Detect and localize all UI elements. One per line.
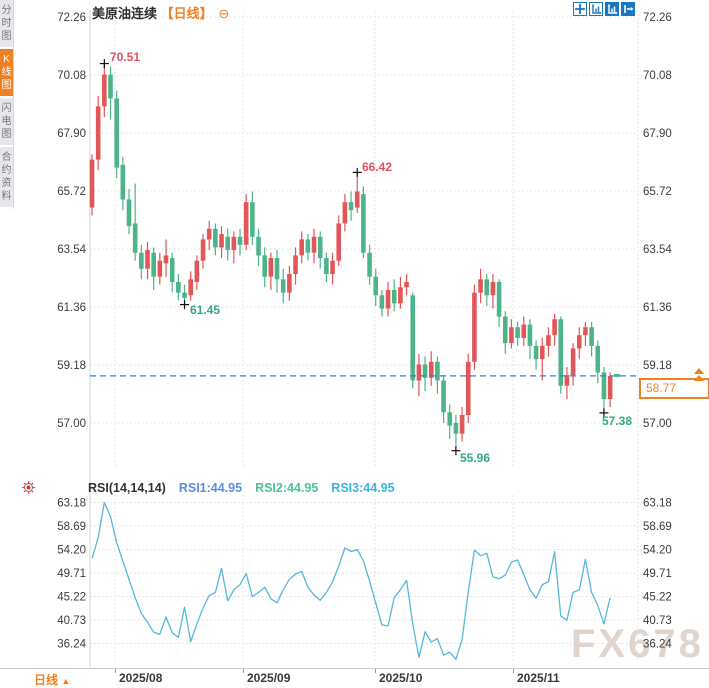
rsi-axis-label: 54.20	[57, 545, 86, 557]
period-selector[interactable]: 日线 ▲	[34, 671, 70, 688]
x-axis-label: 2025/11	[517, 671, 560, 685]
chevron-up-icon: ▲	[61, 676, 71, 686]
rsi-indicator-header: RSI(14,14,14) RSI1:44.95 RSI2:44.95 RSI3…	[88, 481, 395, 495]
rsi-axis-label: 36.24	[643, 639, 672, 651]
collapse-panel-icon[interactable]: ⊖	[218, 6, 230, 21]
price-axis-label: 59.18	[57, 360, 86, 372]
pan-icon[interactable]	[573, 2, 587, 16]
sidebar-item-contract-info[interactable]: 合约资料	[0, 147, 13, 207]
price-axis-label: 67.90	[643, 128, 672, 140]
period-tag: 【日线】	[160, 6, 213, 21]
annotation-low-57-38: 57.38	[602, 414, 633, 428]
rsi1-value: RSI1:44.95	[178, 481, 243, 495]
main-price-grid: 72.26 72.26 70.08 70.08 67.90 67.90 65.72 65.72…	[57, 12, 672, 430]
rsi3-value: RSI3:44.95	[331, 481, 395, 495]
last-price-badge: 58.77	[639, 378, 709, 399]
triangle-up-icon	[694, 368, 704, 374]
price-axis-label: 63.54	[57, 244, 86, 256]
price-axis-label: 65.72	[643, 186, 672, 198]
price-axis-label: 70.08	[643, 70, 672, 82]
sidebar-item-timeline-chart[interactable]: 分时图	[0, 0, 13, 47]
x-axis-label: 2025/10	[379, 671, 423, 685]
watermark: FX678	[571, 622, 704, 666]
period-label: 日线	[34, 673, 59, 687]
price-axis-label: 61.36	[643, 302, 672, 314]
annotation-high-70-51: 70.51	[110, 50, 141, 64]
annotation-high-66-42: 66.42	[362, 160, 393, 174]
rsi2-value: RSI2:44.95	[255, 481, 319, 495]
rsi-grid: 63.18 63.18 58.69 58.69 54.20 54.20 49.71 49.71…	[57, 498, 672, 651]
scroll-to-latest-button[interactable]	[694, 368, 704, 382]
rsi-axis-label: 49.71	[57, 568, 86, 580]
extreme-markers	[99, 59, 609, 456]
annotation-low-61-45: 61.45	[190, 303, 221, 317]
month-grid	[114, 12, 514, 662]
rsi-axis-label: 63.18	[57, 498, 86, 510]
x-axis-tick	[375, 669, 376, 673]
time-axis-bar: 日线 ▲ 2025/08 2025/09 2025/10 2025/11	[0, 668, 709, 687]
price-axis-label: 57.00	[643, 418, 672, 430]
x-axis-tick	[115, 669, 116, 673]
rsi-axis-label: 45.22	[57, 592, 86, 604]
x-axis-tick	[513, 669, 514, 673]
price-axis-label: 57.00	[57, 418, 86, 430]
rsi-axis-label: 36.24	[57, 639, 86, 651]
axis-scale-fill-icon[interactable]	[605, 2, 619, 16]
chart-title: 美原油连续 【日线】 ⊖	[92, 3, 229, 22]
rsi-axis-label: 45.22	[643, 592, 672, 604]
rsi-axis-label: 40.73	[57, 615, 86, 627]
rsi-axis-label: 54.20	[643, 545, 672, 557]
rsi-settings-icon[interactable]	[21, 480, 36, 500]
price-axis-label: 61.36	[57, 302, 86, 314]
rsi-axis-label: 49.71	[643, 568, 672, 580]
rsi-axis-label: 58.69	[643, 521, 672, 533]
exit-icon[interactable]	[621, 2, 635, 16]
rsi-axis-label: 40.73	[643, 615, 672, 627]
rsi-axis-label: 58.69	[57, 521, 86, 533]
x-axis-tick	[243, 669, 244, 673]
x-axis-label: 2025/08	[119, 671, 163, 685]
sidebar: 分时图 K线图 闪电图 合约资料	[0, 0, 14, 209]
axis-scale-icon[interactable]	[589, 2, 603, 16]
price-axis-label: 59.18	[643, 360, 672, 372]
sidebar-item-kline-chart[interactable]: K线图	[0, 49, 13, 96]
candlestick-series	[89, 63, 613, 451]
annotation-low-55-96: 55.96	[460, 451, 491, 465]
rsi-line	[91, 501, 611, 661]
sidebar-item-flash-chart[interactable]: 闪电图	[0, 98, 13, 145]
x-axis-label: 2025/09	[247, 671, 291, 685]
price-axis-label: 63.54	[643, 244, 672, 256]
price-axis-label: 70.08	[57, 70, 86, 82]
price-axis-label: 65.72	[57, 186, 86, 198]
plot-borders	[89, 10, 639, 667]
price-axis-label: 72.26	[643, 12, 672, 24]
instrument-name: 美原油连续	[92, 6, 158, 21]
price-axis-label: 67.90	[57, 128, 86, 140]
chart-toolbar	[573, 2, 635, 16]
rsi-params-label: RSI(14,14,14)	[88, 481, 166, 495]
rsi-axis-label: 63.18	[643, 498, 672, 510]
close-tick	[614, 373, 621, 377]
triangle-up-icon	[694, 375, 704, 381]
price-axis-label: 72.26	[57, 12, 86, 24]
